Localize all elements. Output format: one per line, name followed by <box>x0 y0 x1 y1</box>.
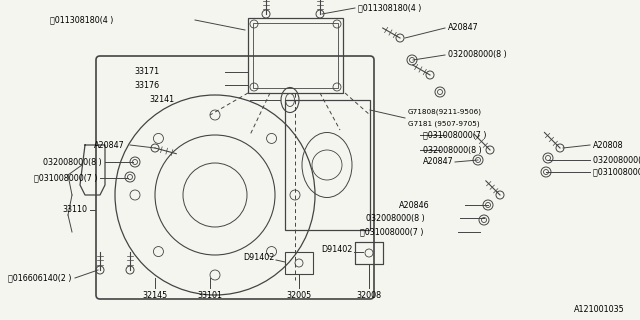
Text: 33101: 33101 <box>198 291 223 300</box>
Text: Ⓞ031008000(7 ): Ⓞ031008000(7 ) <box>423 131 486 140</box>
Text: 32141: 32141 <box>150 95 175 105</box>
Text: 032008000(8 ): 032008000(8 ) <box>448 51 507 60</box>
Text: D91402: D91402 <box>244 253 275 262</box>
Text: A121001035: A121001035 <box>574 306 625 315</box>
Bar <box>355 242 383 264</box>
Text: 33171: 33171 <box>135 68 160 76</box>
Text: Ⓞ031008000(7 ): Ⓞ031008000(7 ) <box>593 167 640 177</box>
Bar <box>285 252 313 274</box>
Text: Ⓑ016606140(2 ): Ⓑ016606140(2 ) <box>8 274 72 283</box>
Bar <box>253 23 338 88</box>
Text: Ⓞ031008000(7 ): Ⓞ031008000(7 ) <box>360 228 423 236</box>
Text: 32145: 32145 <box>142 291 168 300</box>
Text: A20846: A20846 <box>399 201 430 210</box>
Text: 032008000(8 ): 032008000(8 ) <box>423 146 482 155</box>
Text: A20808: A20808 <box>593 140 623 149</box>
Text: D91402: D91402 <box>322 245 353 254</box>
Text: Ⓞ031008000(7 ): Ⓞ031008000(7 ) <box>33 173 97 182</box>
Text: A20847: A20847 <box>448 23 479 33</box>
Text: A20847: A20847 <box>423 157 454 166</box>
Text: Ⓑ011308180(4 ): Ⓑ011308180(4 ) <box>50 15 113 25</box>
Text: G71808(9211-9506): G71808(9211-9506) <box>408 109 482 115</box>
Text: 032008000(8 ): 032008000(8 ) <box>593 156 640 164</box>
Text: 032008000(8 ): 032008000(8 ) <box>366 213 425 222</box>
Text: 32008: 32008 <box>356 291 381 300</box>
Text: 32005: 32005 <box>286 291 312 300</box>
Text: A20847: A20847 <box>94 140 125 149</box>
Text: 33110: 33110 <box>62 205 87 214</box>
Bar <box>285 100 370 230</box>
Text: G7181 (9507-9705): G7181 (9507-9705) <box>408 121 479 127</box>
Bar <box>248 18 343 93</box>
Bar <box>355 242 383 264</box>
Text: 032008000(8 ): 032008000(8 ) <box>44 157 102 166</box>
Text: 33176: 33176 <box>135 81 160 90</box>
Text: Ⓑ011308180(4 ): Ⓑ011308180(4 ) <box>358 4 421 12</box>
